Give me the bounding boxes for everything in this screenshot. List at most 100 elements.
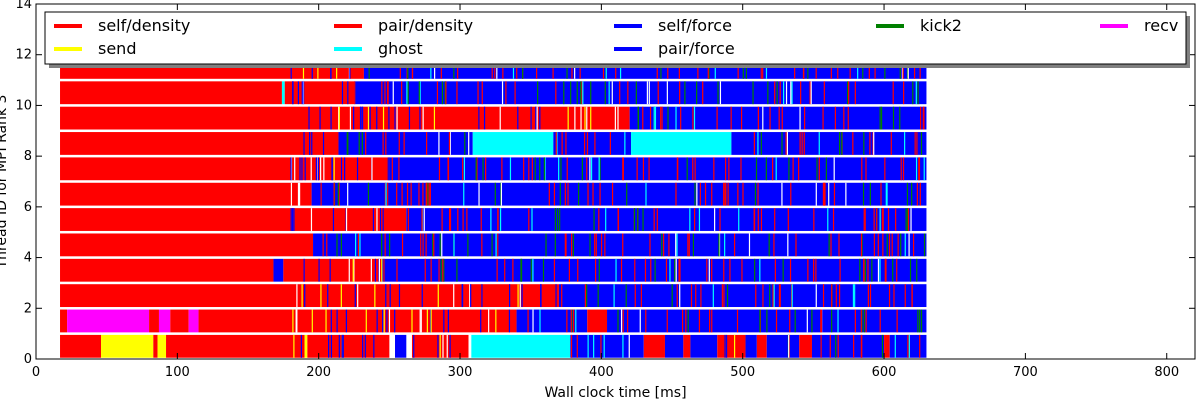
task-bar-pair-force <box>516 309 588 333</box>
task-switch-mark <box>833 182 836 206</box>
task-switch-mark <box>832 208 835 231</box>
task-switch-mark <box>810 81 812 105</box>
task-switch-mark <box>909 258 912 282</box>
task-switch-mark <box>723 258 725 282</box>
task-switch-mark <box>675 258 677 282</box>
task-switch-mark <box>775 157 777 181</box>
task-switch-mark <box>477 81 479 105</box>
task-switch-mark <box>481 233 483 257</box>
task-switch-mark <box>611 81 613 105</box>
task-switch-mark <box>668 233 670 257</box>
task-switch-mark <box>391 157 393 181</box>
task-switch-mark <box>825 157 827 181</box>
task-switch-mark <box>357 284 359 308</box>
task-switch-mark <box>704 182 707 206</box>
task-switch-mark <box>338 334 340 358</box>
x-tick-label: 400 <box>589 365 614 380</box>
task-switch-mark <box>694 157 696 181</box>
task-switch-mark <box>571 309 573 333</box>
task-switch-mark <box>617 106 619 130</box>
task-switch-mark <box>438 132 440 155</box>
task-switch-mark <box>627 309 629 333</box>
task-switch-mark <box>741 258 743 282</box>
task-switch-mark <box>519 284 521 308</box>
task-switch-mark <box>584 284 587 308</box>
task-switch-mark <box>860 233 863 257</box>
task-switch-mark <box>803 106 806 130</box>
task-switch-mark <box>443 258 445 282</box>
task-switch-mark <box>827 208 829 231</box>
task-switch-mark <box>422 182 424 206</box>
task-switch-mark <box>478 106 480 130</box>
task-switch-mark <box>613 284 615 308</box>
task-switch-mark <box>501 157 503 181</box>
task-switch-mark <box>304 157 306 181</box>
task-switch-mark <box>759 309 761 333</box>
task-switch-mark <box>880 106 883 130</box>
task-bar-pair-density <box>717 334 746 358</box>
task-switch-mark <box>446 334 448 358</box>
task-switch-mark <box>918 157 921 181</box>
task-bar-pair-density <box>799 334 812 358</box>
task-switch-mark <box>823 182 825 206</box>
task-switch-mark <box>917 309 919 333</box>
task-switch-mark <box>423 208 425 231</box>
task-switch-mark <box>374 258 377 282</box>
task-switch-mark <box>622 309 624 333</box>
task-switch-mark <box>637 106 640 130</box>
task-switch-mark <box>714 208 716 231</box>
task-switch-mark <box>384 182 386 206</box>
task-switch-mark <box>873 208 875 231</box>
task-switch-mark <box>545 233 547 257</box>
task-switch-mark <box>439 233 441 257</box>
task-switch-mark <box>790 182 792 206</box>
task-switch-mark <box>311 132 313 155</box>
task-switch-mark <box>788 157 790 181</box>
task-switch-mark <box>381 233 383 257</box>
task-bar-pair-force <box>313 233 927 257</box>
task-switch-mark <box>553 258 556 282</box>
task-switch-mark <box>685 309 687 333</box>
task-switch-mark <box>347 81 349 105</box>
task-switch-mark <box>595 233 597 257</box>
task-switch-mark <box>635 81 637 105</box>
task-switch-mark <box>544 157 546 181</box>
task-bar-pair-density <box>683 334 691 358</box>
task-switch-mark <box>676 284 678 308</box>
task-switch-mark <box>581 81 583 105</box>
task-bar-pair-force <box>766 334 800 358</box>
task-switch-mark <box>900 233 902 257</box>
task-switch-mark <box>687 309 689 333</box>
task-switch-mark <box>570 81 572 105</box>
task-switch-mark <box>820 309 823 333</box>
task-switch-mark <box>725 157 727 181</box>
task-switch-mark <box>831 284 833 308</box>
task-switch-mark <box>614 106 616 130</box>
task-switch-mark <box>737 182 739 206</box>
task-switch-mark <box>448 208 451 231</box>
task-switch-mark <box>565 132 567 155</box>
task-switch-mark <box>911 284 913 308</box>
task-switch-mark <box>427 182 429 206</box>
task-switch-mark <box>426 132 428 155</box>
task-switch-mark <box>859 258 861 282</box>
task-switch-mark <box>292 309 294 333</box>
task-switch-mark <box>642 106 644 130</box>
task-switch-mark <box>822 182 825 206</box>
task-switch-mark <box>359 233 361 257</box>
task-switch-mark <box>800 81 802 105</box>
task-bar-pair-force <box>273 258 284 282</box>
task-switch-mark <box>884 157 886 181</box>
task-switch-mark <box>341 81 344 105</box>
task-switch-mark <box>577 182 580 206</box>
task-switch-mark <box>645 309 647 333</box>
task-switch-mark <box>407 208 410 231</box>
task-switch-mark <box>695 284 697 308</box>
task-switch-mark <box>362 334 364 358</box>
task-switch-mark <box>398 284 401 308</box>
task-switch-mark <box>426 309 428 333</box>
task-switch-mark <box>323 157 325 181</box>
task-switch-mark <box>382 132 384 155</box>
task-switch-mark <box>361 106 364 130</box>
task-switch-mark <box>807 258 809 282</box>
